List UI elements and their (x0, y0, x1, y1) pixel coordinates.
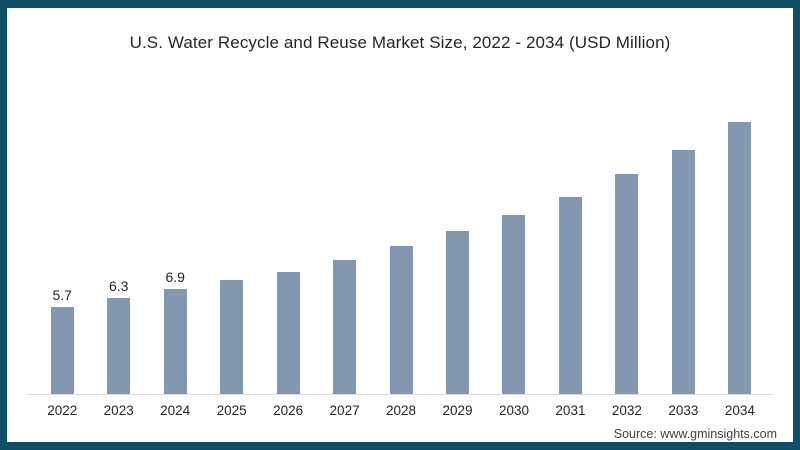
bar-2028 (389, 246, 413, 394)
x-axis-label-2032: 2032 (611, 403, 642, 418)
bar-slot-2034 (712, 74, 768, 394)
bar-value-label-2022: 5.7 (52, 287, 72, 303)
x-axis-label-2026: 2026 (273, 403, 304, 418)
x-axis-label-2027: 2027 (329, 403, 360, 418)
source-text: Source: www.gminsights.com (613, 427, 777, 441)
chart-title: U.S. Water Recycle and Reuse Market Size… (129, 33, 671, 52)
bar-slot-2025 (203, 74, 259, 394)
bar-slot-2023: 6.3 (90, 74, 146, 394)
x-axis-label-2031: 2031 (555, 403, 586, 418)
bar-slot-2022: 5.7 (34, 74, 90, 394)
bar-slot-2028 (373, 74, 429, 394)
bar-2031 (558, 197, 582, 394)
x-axis-label-2024: 2024 (160, 403, 191, 418)
bar-value-label-2023: 6.3 (108, 278, 129, 294)
x-axis-line (27, 394, 773, 395)
bar-2030 (502, 215, 526, 394)
bar-2023 (107, 298, 131, 394)
bar-value-label-2024: 6.9 (165, 269, 185, 285)
bar-slot-2032 (599, 74, 655, 394)
bar-2025 (220, 280, 244, 394)
bar-plot: 5.7 6.3 6.9 (34, 74, 768, 394)
x-axis-label-2023: 2023 (103, 403, 134, 418)
bar-slot-2033 (655, 74, 711, 394)
bar-2024 (163, 289, 187, 394)
x-axis-label-2025: 2025 (216, 403, 247, 418)
bar-slot-2029 (429, 74, 485, 394)
x-axis-label-2030: 2030 (498, 403, 529, 418)
bar-2027 (333, 260, 357, 394)
bar-2033 (671, 150, 695, 394)
x-axis-label-2033: 2033 (668, 403, 699, 418)
bar-2022 (50, 307, 74, 394)
bar-2029 (446, 231, 470, 394)
bar-slot-2031 (542, 74, 598, 394)
x-axis-label-2028: 2028 (386, 403, 417, 418)
bar-slot-2027 (316, 74, 372, 394)
x-axis-label-2034: 2034 (724, 403, 755, 418)
bar-2026 (276, 272, 300, 394)
x-axis-labels: 2022 2023 2024 2025 2026 2027 2028 2029 2030 2031… (34, 403, 768, 418)
x-axis-label-2022: 2022 (47, 403, 78, 418)
bar-2032 (615, 174, 639, 394)
x-axis-label-2029: 2029 (442, 403, 473, 418)
bar-slot-2030 (486, 74, 542, 394)
bar-slot-2024: 6.9 (147, 74, 203, 394)
bar-2034 (728, 122, 752, 394)
bar-slot-2026 (260, 74, 316, 394)
